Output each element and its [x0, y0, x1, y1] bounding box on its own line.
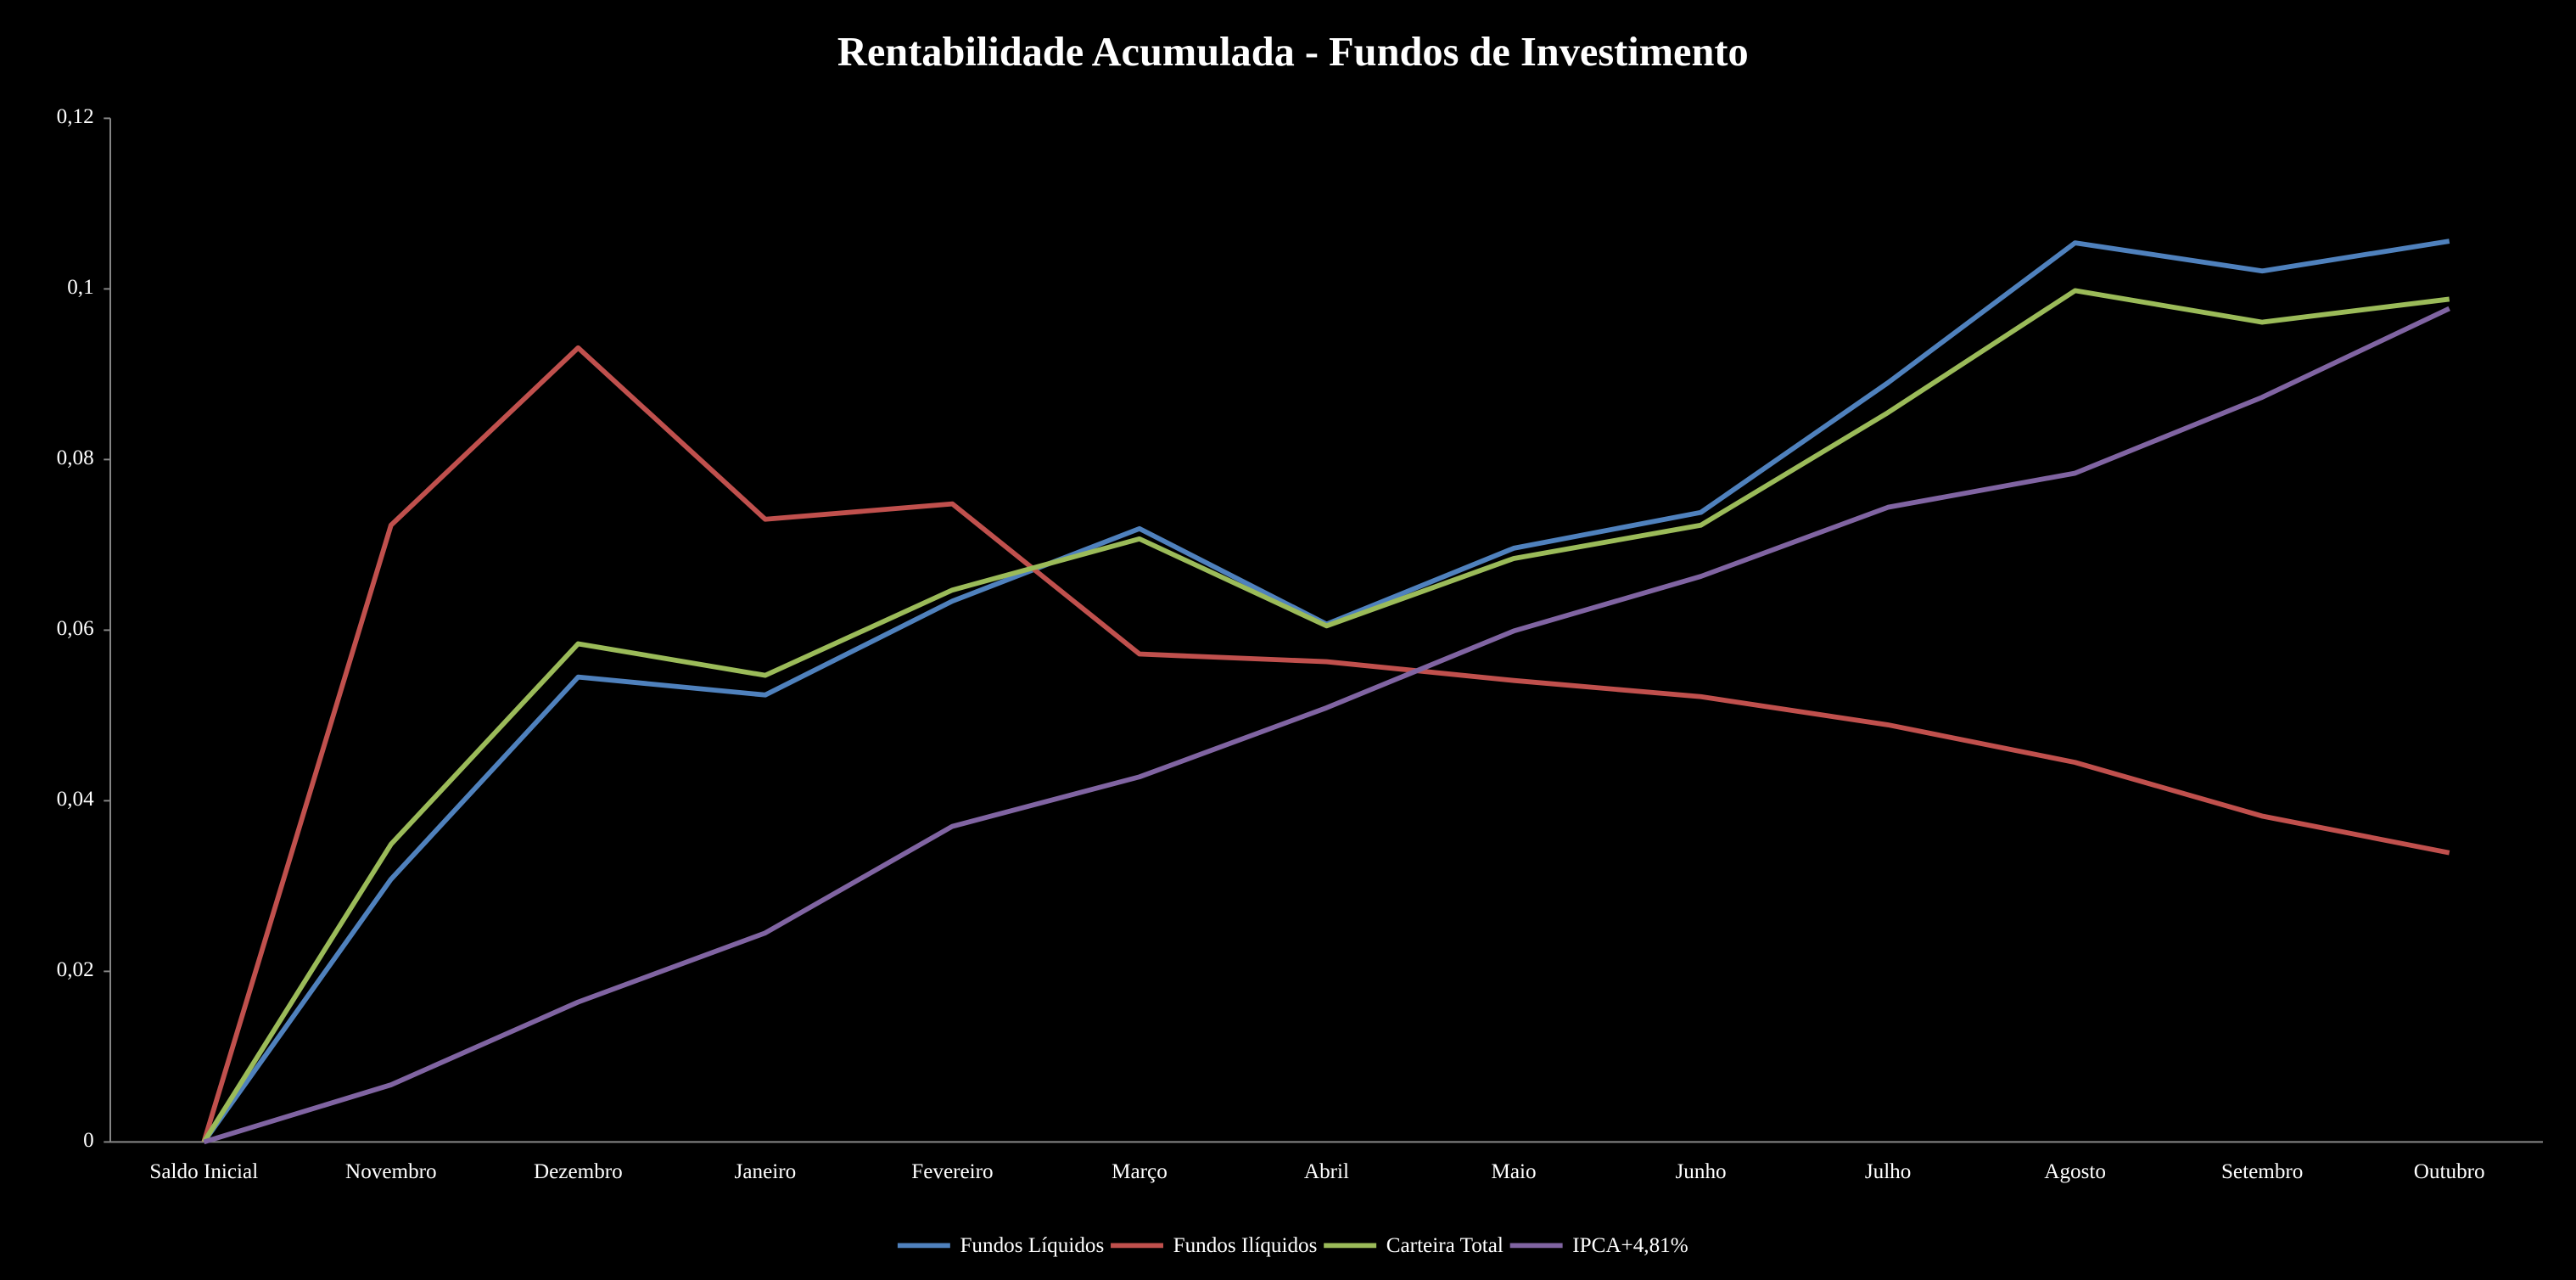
x-tick-label: Janeiro	[735, 1160, 797, 1183]
series-line	[201, 288, 2450, 1143]
legend-label: Fundos Líquidos	[960, 1234, 1104, 1257]
y-tick-label: 0	[83, 1129, 94, 1152]
y-tick-label: 0,12	[57, 105, 94, 128]
x-tick-label: Outubro	[2414, 1160, 2485, 1183]
x-tick-label: Setembro	[2221, 1160, 2303, 1183]
x-tick-label: Abril	[1304, 1160, 1349, 1183]
legend-label: Fundos Ilíquidos	[1173, 1234, 1318, 1257]
x-tick-label: Dezembro	[534, 1160, 623, 1183]
y-tick-label: 0,04	[57, 788, 94, 811]
x-tick-label: Novembro	[345, 1160, 437, 1183]
legend-label: IPCA+4,81%	[1572, 1234, 1688, 1257]
y-tick-label: 0,02	[57, 958, 94, 981]
x-tick-label: Saldo Inicial	[149, 1160, 258, 1183]
y-tick-label: 0,1	[67, 276, 93, 299]
x-tick-label: Julho	[1865, 1160, 1912, 1183]
x-tick-label: Agosto	[2044, 1160, 2106, 1183]
y-tick-label: 0,08	[57, 446, 94, 469]
x-tick-label: Junho	[1676, 1160, 1727, 1183]
x-tick-label: Maio	[1491, 1160, 1536, 1183]
y-tick-label: 0,06	[57, 617, 94, 640]
chart-title: Rentabilidade Acumulada - Fundos de Inve…	[837, 30, 1749, 75]
legend-label: Carteira Total	[1386, 1234, 1504, 1257]
x-tick-label: Fevereiro	[911, 1160, 993, 1183]
series-line	[201, 345, 2450, 1143]
series-line	[203, 306, 2450, 1145]
x-tick-label: Março	[1112, 1160, 1168, 1183]
